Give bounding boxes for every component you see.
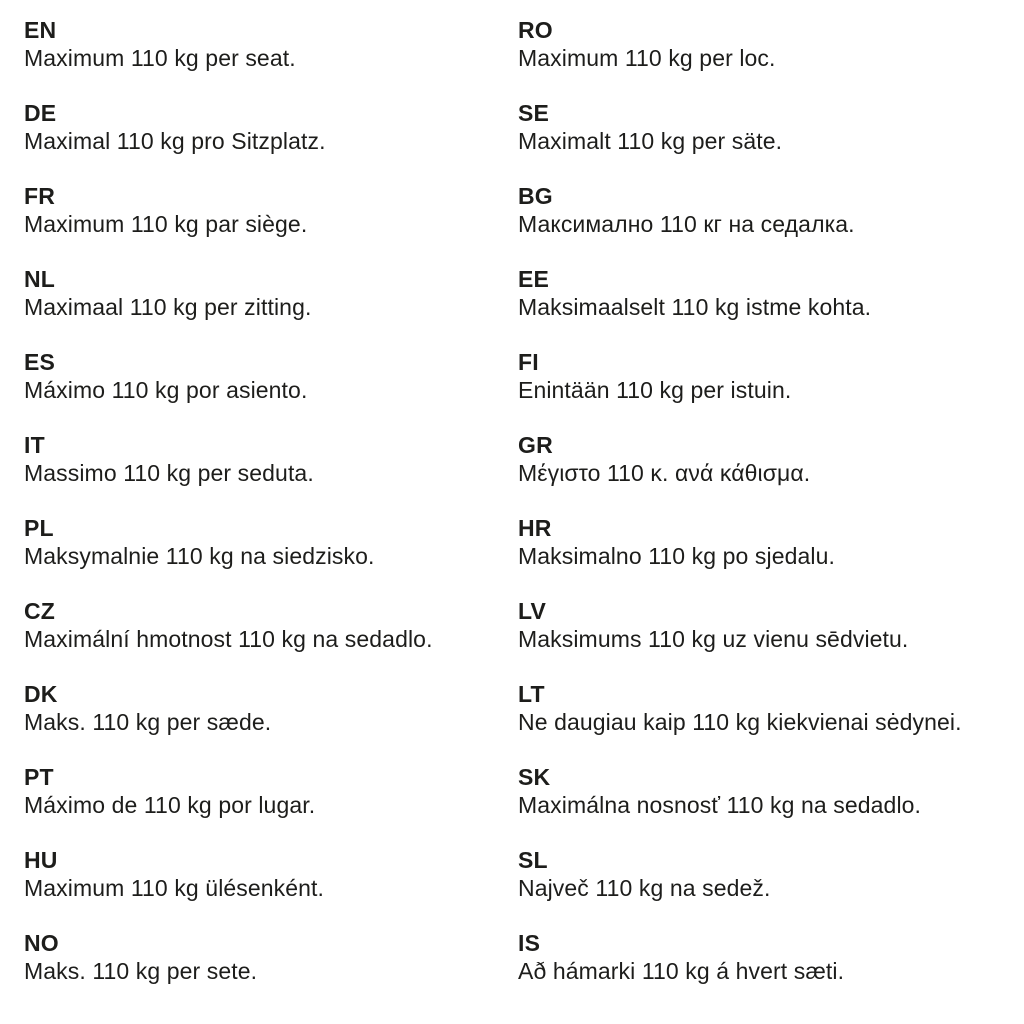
translation-text: Ne daugiau kaip 110 kg kiekvienai sėdyne…: [518, 709, 962, 735]
translation-text: Maksimaalselt 110 kg istme kohta.: [518, 294, 872, 320]
language-entry-lt: LT Ne daugiau kaip 110 kg kiekvienai sėd…: [518, 680, 1014, 736]
language-code: HU: [24, 847, 58, 873]
language-code: EE: [518, 266, 550, 292]
language-code: EN: [24, 17, 57, 43]
language-entry-fi: FI Enintään 110 kg per istuin.: [518, 348, 1014, 404]
language-code: SE: [518, 100, 550, 126]
translation-text: Maks. 110 kg per sete.: [24, 958, 258, 984]
language-entry-bg: BG Максимално 110 кг на седалка.: [518, 182, 1014, 238]
language-code: NO: [24, 930, 59, 956]
translation-text: Máximo 110 kg por asiento.: [24, 377, 308, 403]
translation-text: Максимално 110 кг на седалка.: [518, 211, 855, 237]
language-entry-de: DE Maximal 110 kg pro Sitzplatz.: [24, 99, 518, 155]
translation-text: Massimo 110 kg per seduta.: [24, 460, 314, 486]
translation-text: Maximum 110 kg ülésenként.: [24, 875, 325, 901]
translation-text: Maximalt 110 kg per säte.: [518, 128, 783, 154]
language-code: GR: [518, 432, 553, 458]
language-code: LV: [518, 598, 547, 624]
language-entry-es: ES Máximo 110 kg por asiento.: [24, 348, 518, 404]
language-code: FR: [24, 183, 56, 209]
language-entry-lv: LV Maksimums 110 kg uz vienu sēdvietu.: [518, 597, 1014, 653]
language-entry-fr: FR Maximum 110 kg par siège.: [24, 182, 518, 238]
language-code: DK: [24, 681, 58, 707]
language-code: IT: [24, 432, 45, 458]
translation-text: Največ 110 kg na sedež.: [518, 875, 771, 901]
language-code: PL: [24, 515, 54, 541]
translation-text: Maks. 110 kg per sæde.: [24, 709, 272, 735]
translation-text: Máximo de 110 kg por lugar.: [24, 792, 316, 818]
translation-text: Maximální hmotnost 110 kg na sedadlo.: [24, 626, 433, 652]
language-entry-sk: SK Maximálna nosnosť 110 kg na sedadlo.: [518, 763, 1014, 819]
language-entry-pt: PT Máximo de 110 kg por lugar.: [24, 763, 518, 819]
language-entry-pl: PL Maksymalnie 110 kg na siedzisko.: [24, 514, 518, 570]
translation-text: Maximum 110 kg par siège.: [24, 211, 308, 237]
language-code: ES: [24, 349, 56, 375]
language-entry-hr: HR Maksimalno 110 kg po sjedalu.: [518, 514, 1014, 570]
language-code: NL: [24, 266, 56, 292]
language-entry-gr: GR Μέγιστο 110 κ. ανά κάθισμα.: [518, 431, 1014, 487]
language-code: IS: [518, 930, 541, 956]
language-code: RO: [518, 17, 553, 43]
translation-text: Maksimums 110 kg uz vienu sēdvietu.: [518, 626, 909, 652]
language-code: PT: [24, 764, 54, 790]
language-code: DE: [24, 100, 57, 126]
language-entry-it: IT Massimo 110 kg per seduta.: [24, 431, 518, 487]
language-code: LT: [518, 681, 545, 707]
language-entry-nl: NL Maximaal 110 kg per zitting.: [24, 265, 518, 321]
language-entry-ro: RO Maximum 110 kg per loc.: [518, 16, 1014, 72]
translation-text: Að hámarki 110 kg á hvert sæti.: [518, 958, 845, 984]
translation-text: Maximaal 110 kg per zitting.: [24, 294, 312, 320]
translation-text: Maximal 110 kg pro Sitzplatz.: [24, 128, 326, 154]
language-code: SL: [518, 847, 548, 873]
language-entry-cz: CZ Maximální hmotnost 110 kg na sedadlo.: [24, 597, 518, 653]
language-entry-ee: EE Maksimaalselt 110 kg istme kohta.: [518, 265, 1014, 321]
language-entry-is: IS Að hámarki 110 kg á hvert sæti.: [518, 929, 1014, 985]
language-entry-hu: HU Maximum 110 kg ülésenként.: [24, 846, 518, 902]
translation-text: Maksimalno 110 kg po sjedalu.: [518, 543, 835, 569]
language-entry-se: SE Maximalt 110 kg per säte.: [518, 99, 1014, 155]
language-code: SK: [518, 764, 551, 790]
translation-text: Enintään 110 kg per istuin.: [518, 377, 792, 403]
language-entry-sl: SL Največ 110 kg na sedež.: [518, 846, 1014, 902]
right-column: RO Maximum 110 kg per loc. SE Maximalt 1…: [518, 16, 1014, 1012]
language-code: CZ: [24, 598, 56, 624]
translation-text: Maksymalnie 110 kg na siedzisko.: [24, 543, 375, 569]
language-code: BG: [518, 183, 553, 209]
translation-text: Maximum 110 kg per loc.: [518, 45, 776, 71]
translation-text: Maximum 110 kg per seat.: [24, 45, 296, 71]
language-entry-en: EN Maximum 110 kg per seat.: [24, 16, 518, 72]
left-column: EN Maximum 110 kg per seat. DE Maximal 1…: [24, 16, 518, 1012]
language-code: HR: [518, 515, 552, 541]
language-entry-no: NO Maks. 110 kg per sete.: [24, 929, 518, 985]
language-entry-dk: DK Maks. 110 kg per sæde.: [24, 680, 518, 736]
translation-text: Maximálna nosnosť 110 kg na sedadlo.: [518, 792, 922, 818]
translation-text: Μέγιστο 110 κ. ανά κάθισμα.: [518, 460, 811, 486]
language-code: FI: [518, 349, 539, 375]
